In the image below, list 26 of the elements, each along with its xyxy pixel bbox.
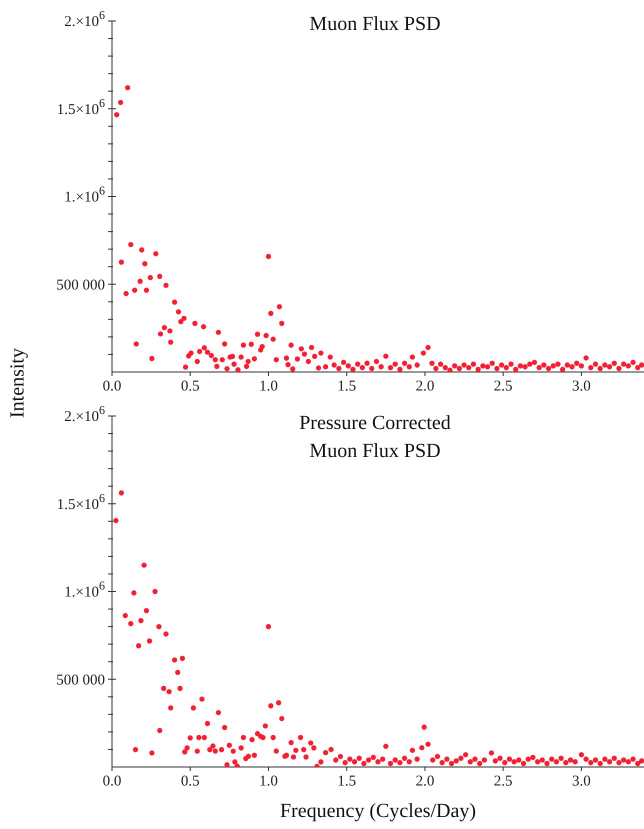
y-tick-label: 1.5×10$^{6}$: [56, 490, 105, 513]
y-tick-label: 1.×10$^{6}$: [64, 184, 105, 206]
x-tick-label: 2.5: [494, 378, 513, 395]
x-tick-label: 1.0: [259, 774, 278, 790]
y-tick-label: 500 000: [56, 277, 105, 294]
chart-title: Muon Flux PSD: [308, 12, 442, 37]
x-tick-label: 2.0: [416, 378, 434, 395]
x-tick-label: 1.0: [259, 378, 278, 395]
x-tick-label: 3.0: [572, 378, 591, 395]
y-tick-label: 1.×10$^{6}$: [64, 578, 105, 600]
x-tick-label: 0.5: [180, 774, 200, 790]
x-axis-title: Frequency (Cycles/Day): [278, 800, 478, 823]
y-axis-title: Intensity: [6, 348, 30, 418]
x-tick-label: 2.0: [416, 774, 434, 790]
x-tick-label: 2.5: [494, 774, 513, 790]
text: Pressure Corrected Muon Flux PSD: [298, 411, 452, 464]
x-tick-label: 0.5: [180, 378, 200, 395]
y-tick-label: 2.×10$^{6}$: [64, 403, 105, 425]
x-tick-label: 1.5: [337, 378, 356, 395]
x-tick-label: 3.0: [572, 774, 591, 790]
x-tick-label: 0.0: [102, 378, 122, 395]
y-tick-label: 2.×10$^{6}$: [64, 8, 105, 30]
x-tick-label: 0.0: [102, 774, 122, 790]
y-tick-label: 500 000: [56, 672, 105, 688]
y-tick-label: 1.5×10$^{6}$: [56, 96, 105, 118]
x-tick-label: 1.5: [337, 774, 356, 790]
